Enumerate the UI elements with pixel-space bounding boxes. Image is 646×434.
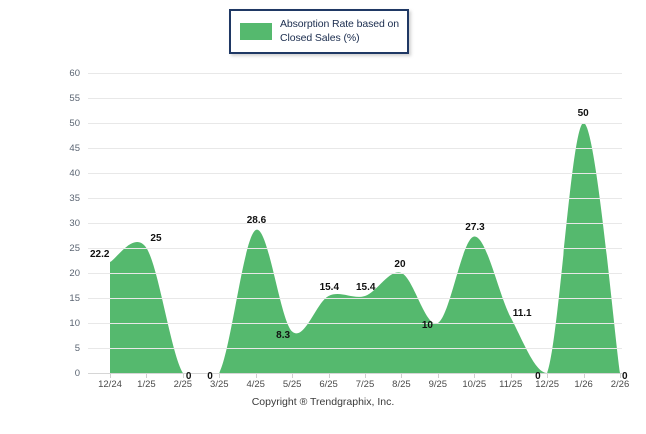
- data-point-label: 8.3: [276, 329, 291, 341]
- y-axis-tick-label: 40: [69, 168, 80, 179]
- x-axis-tick-mark: [474, 374, 476, 378]
- y-axis-tick-label: 50: [69, 118, 80, 129]
- y-axis-tick-label: 35: [69, 193, 80, 204]
- data-point-label: 0: [185, 371, 192, 382]
- data-point-label: 11.1: [512, 307, 532, 319]
- x-axis-tick-label: 4/25: [246, 379, 265, 390]
- y-axis-tick-label: 25: [69, 243, 80, 254]
- data-point-label: 28.6: [246, 215, 267, 226]
- x-axis-tick-label: 6/25: [319, 379, 338, 390]
- gridline: [88, 273, 622, 274]
- y-axis-tick-label: 0: [74, 368, 80, 379]
- x-axis-tick-mark: [110, 374, 111, 378]
- x-axis-tick-mark: [255, 374, 257, 378]
- x-axis-tick-mark: [182, 374, 184, 378]
- y-axis-tick-label: 45: [69, 143, 80, 154]
- y-axis-tick-label: 60: [69, 68, 80, 79]
- y-axis-tick-label: 15: [69, 293, 80, 304]
- x-axis-tick-mark: [583, 374, 585, 378]
- area-series-path: [110, 123, 620, 373]
- y-axis-tick-labels: 60 55 50 45 40 35 30 25 20 15 10 5 0: [0, 68, 84, 379]
- x-axis-tick-label: 8/25: [392, 379, 411, 390]
- x-axis-tick-label: 9/25: [428, 379, 448, 390]
- x-axis-tick-label: 12/24: [98, 379, 122, 390]
- data-point-label: 0: [535, 371, 541, 382]
- data-point-label: 20: [394, 259, 406, 270]
- gridline: [88, 173, 622, 174]
- data-point-label: 25: [150, 233, 162, 244]
- data-point-label: 15.4: [356, 282, 376, 293]
- data-point-label: 0: [207, 371, 213, 382]
- x-axis-tick-label: 1/25: [137, 379, 156, 390]
- x-axis-tick-mark: [292, 374, 294, 378]
- data-point-label: 10: [421, 320, 433, 331]
- legend-color-swatch: [240, 23, 272, 40]
- gridline: [88, 348, 622, 349]
- data-point-label: 15.4: [319, 282, 340, 293]
- y-axis-tick-label: 10: [69, 318, 80, 329]
- gridline: [88, 123, 622, 124]
- plot-area: [88, 73, 622, 374]
- x-axis-tick-mark: [365, 374, 366, 378]
- x-axis-tick-label: 10/25: [462, 379, 487, 390]
- copyright-footer: Copyright ® Trendgraphix, Inc.: [251, 396, 395, 408]
- y-axis-tick-label: 5: [74, 343, 80, 354]
- x-axis-tick-mark: [146, 374, 148, 378]
- data-point-label: 27.3: [465, 221, 485, 233]
- x-axis-tick-label: 7/25: [355, 379, 375, 390]
- gridline: [88, 248, 622, 249]
- y-axis-tick-label: 30: [69, 218, 80, 229]
- x-axis-tick-mark: [510, 374, 512, 378]
- chart-legend[interactable]: Absorption Rate based on Closed Sales (%…: [229, 9, 409, 54]
- x-axis-tick-label: 1/26: [574, 379, 593, 390]
- x-axis-tick-label: 5/25: [282, 379, 302, 390]
- x-axis-tick-mark: [547, 374, 549, 378]
- x-axis-tick-label: 12/25: [535, 379, 560, 390]
- gridline: [88, 73, 622, 74]
- x-axis-tick-label: 11/25: [499, 379, 523, 390]
- x-axis-line: [88, 373, 622, 374]
- y-axis-tick-label: 55: [69, 93, 80, 104]
- gridline: [88, 98, 622, 99]
- data-point-label: 22.2: [90, 249, 110, 260]
- x-axis-tick-mark: [620, 374, 621, 378]
- gridline: [88, 148, 622, 149]
- gridline: [88, 223, 622, 224]
- x-axis-tick-mark: [328, 374, 330, 378]
- gridline: [88, 198, 622, 199]
- x-axis-tick-label: 2/26: [610, 379, 630, 390]
- x-axis-tick-mark: [401, 374, 403, 378]
- x-axis-tick-mark: [219, 374, 221, 378]
- x-axis-tick-mark: [437, 374, 439, 378]
- gridline: [88, 323, 622, 324]
- x-axis-tick-label: 2/25: [173, 379, 193, 390]
- legend-series-label: Absorption Rate based on Closed Sales (%…: [280, 18, 400, 44]
- data-point-label: 0: [622, 371, 628, 382]
- y-axis-tick-label: 20: [69, 268, 80, 279]
- data-point-label: 50: [577, 108, 589, 119]
- x-axis-tick-label: 3/25: [210, 379, 229, 390]
- gridline: [88, 298, 622, 299]
